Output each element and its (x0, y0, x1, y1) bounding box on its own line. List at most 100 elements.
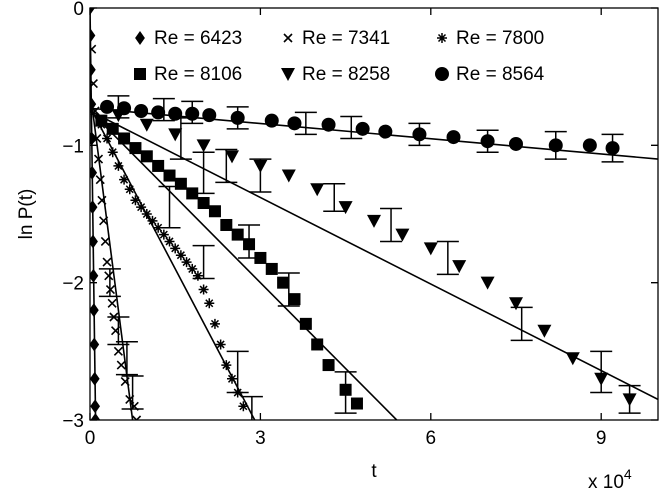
data-point-series-4 (299, 317, 312, 330)
data-point-series-4 (197, 197, 210, 210)
data-point-series-5 (594, 372, 609, 386)
data-point-series-6 (321, 117, 336, 132)
error-bar-series-5 (590, 350, 613, 394)
data-point-series-3 (238, 401, 249, 412)
data-point-series-4 (350, 397, 363, 410)
error-bar-series-2 (98, 268, 121, 298)
fit-line-series-1 (90, 8, 97, 420)
data-point-series-3 (107, 147, 118, 158)
data-point-series-3 (124, 184, 135, 195)
data-point-series-4 (118, 132, 131, 145)
data-point-series-4 (186, 187, 199, 200)
data-point-series-2 (92, 133, 102, 144)
data-point-series-4 (277, 276, 290, 289)
data-markers (90, 8, 637, 420)
data-point-series-5 (537, 324, 552, 338)
data-point-series-3 (170, 243, 181, 254)
data-point-series-5 (225, 150, 239, 164)
data-point-series-1 (90, 200, 98, 215)
data-point-series-3 (215, 339, 226, 350)
data-point-series-6 (480, 134, 495, 149)
data-point-series-1 (90, 131, 97, 146)
data-point-series-5 (139, 118, 154, 132)
data-point-series-3 (153, 222, 164, 233)
data-point-series-1 (90, 337, 100, 352)
data-point-series-1 (90, 371, 100, 386)
legend-entry-series-1: Re = 6423 (135, 28, 242, 49)
error-bar-series-5 (380, 207, 403, 243)
y-axis-label: ln P(t) (16, 189, 37, 240)
data-point-series-3 (164, 236, 175, 247)
data-point-series-4 (140, 150, 153, 163)
legend-label-series-4: Re = 8106 (154, 64, 242, 85)
error-bar-series-6 (340, 115, 363, 140)
data-point-series-5 (367, 214, 381, 228)
data-point-series-5 (452, 260, 467, 274)
data-point-series-4 (288, 293, 301, 306)
data-point-series-4 (311, 338, 324, 351)
data-point-series-5 (310, 183, 325, 197)
data-point-series-3 (209, 318, 220, 329)
data-point-series-4 (152, 159, 165, 172)
x-tick-label: 6 (426, 428, 437, 449)
legend: Re = 6423 Re = 7341 Re = 7800 Re = 8106 Re =… (134, 28, 545, 85)
data-point-series-6 (100, 99, 115, 114)
legend-label-series-6: Re = 8564 (456, 64, 545, 85)
error-bar-series-5 (323, 183, 346, 213)
data-point-series-3 (158, 229, 169, 240)
data-point-series-2 (132, 415, 142, 420)
x-axis-multiplier-exponent: 4 (624, 466, 632, 482)
data-point-series-2 (110, 326, 121, 336)
data-point-series-4 (322, 359, 335, 372)
data-point-series-4 (254, 251, 267, 264)
data-point-series-6 (582, 138, 597, 153)
data-point-series-2 (116, 360, 126, 370)
data-point-series-5 (338, 201, 353, 215)
legend-label-series-5: Re = 8258 (302, 64, 390, 85)
data-point-series-4 (339, 383, 352, 396)
error-bars (98, 95, 641, 420)
data-point-series-1 (90, 268, 99, 283)
data-point-series-6 (378, 124, 393, 139)
data-point-series-5 (253, 159, 268, 173)
data-point-series-4 (174, 177, 187, 190)
y-tick-label: −1 (62, 136, 84, 157)
data-point-series-6 (412, 127, 427, 142)
data-point-series-3 (181, 257, 192, 268)
legend-entry-series-6: Re = 8564 (435, 64, 545, 85)
data-point-series-1 (90, 413, 101, 420)
y-tick-label: 0 (73, 0, 84, 20)
data-point-series-6 (446, 130, 461, 145)
data-point-series-4 (163, 169, 176, 182)
data-point-series-3 (136, 202, 147, 213)
data-point-series-1 (90, 165, 98, 180)
data-point-series-4 (95, 114, 108, 127)
x-axis-multiplier: x 104 (588, 466, 632, 493)
data-point-series-2 (129, 401, 139, 411)
legend-entry-series-4: Re = 8106 (134, 64, 242, 85)
error-bar-series-6 (294, 111, 317, 136)
data-point-series-5 (281, 169, 296, 183)
data-point-series-4 (220, 218, 233, 231)
legend-label-series-2: Re = 7341 (302, 28, 390, 49)
data-point-series-2 (109, 312, 119, 322)
legend-marker-series-3 (437, 33, 447, 43)
data-point-series-2 (99, 216, 109, 226)
data-point-series-2 (104, 271, 114, 281)
data-point-series-5 (565, 352, 580, 366)
data-point-series-3 (204, 298, 215, 309)
x-axis-label: t (371, 461, 377, 482)
x-tick-label: 0 (85, 428, 96, 449)
data-point-series-1 (90, 234, 98, 249)
data-point-series-2 (90, 78, 98, 89)
data-point-series-6 (509, 136, 523, 151)
legend-entry-series-3: Re = 7800 (437, 28, 544, 49)
data-point-series-6 (202, 108, 217, 123)
data-point-series-6 (287, 116, 302, 131)
data-point-series-1 (90, 8, 95, 15)
x-tick-label: 3 (255, 428, 266, 449)
data-point-series-6 (264, 113, 279, 128)
data-point-series-4 (243, 238, 256, 251)
error-bar-series-5 (436, 240, 459, 276)
data-point-series-6 (355, 121, 370, 136)
